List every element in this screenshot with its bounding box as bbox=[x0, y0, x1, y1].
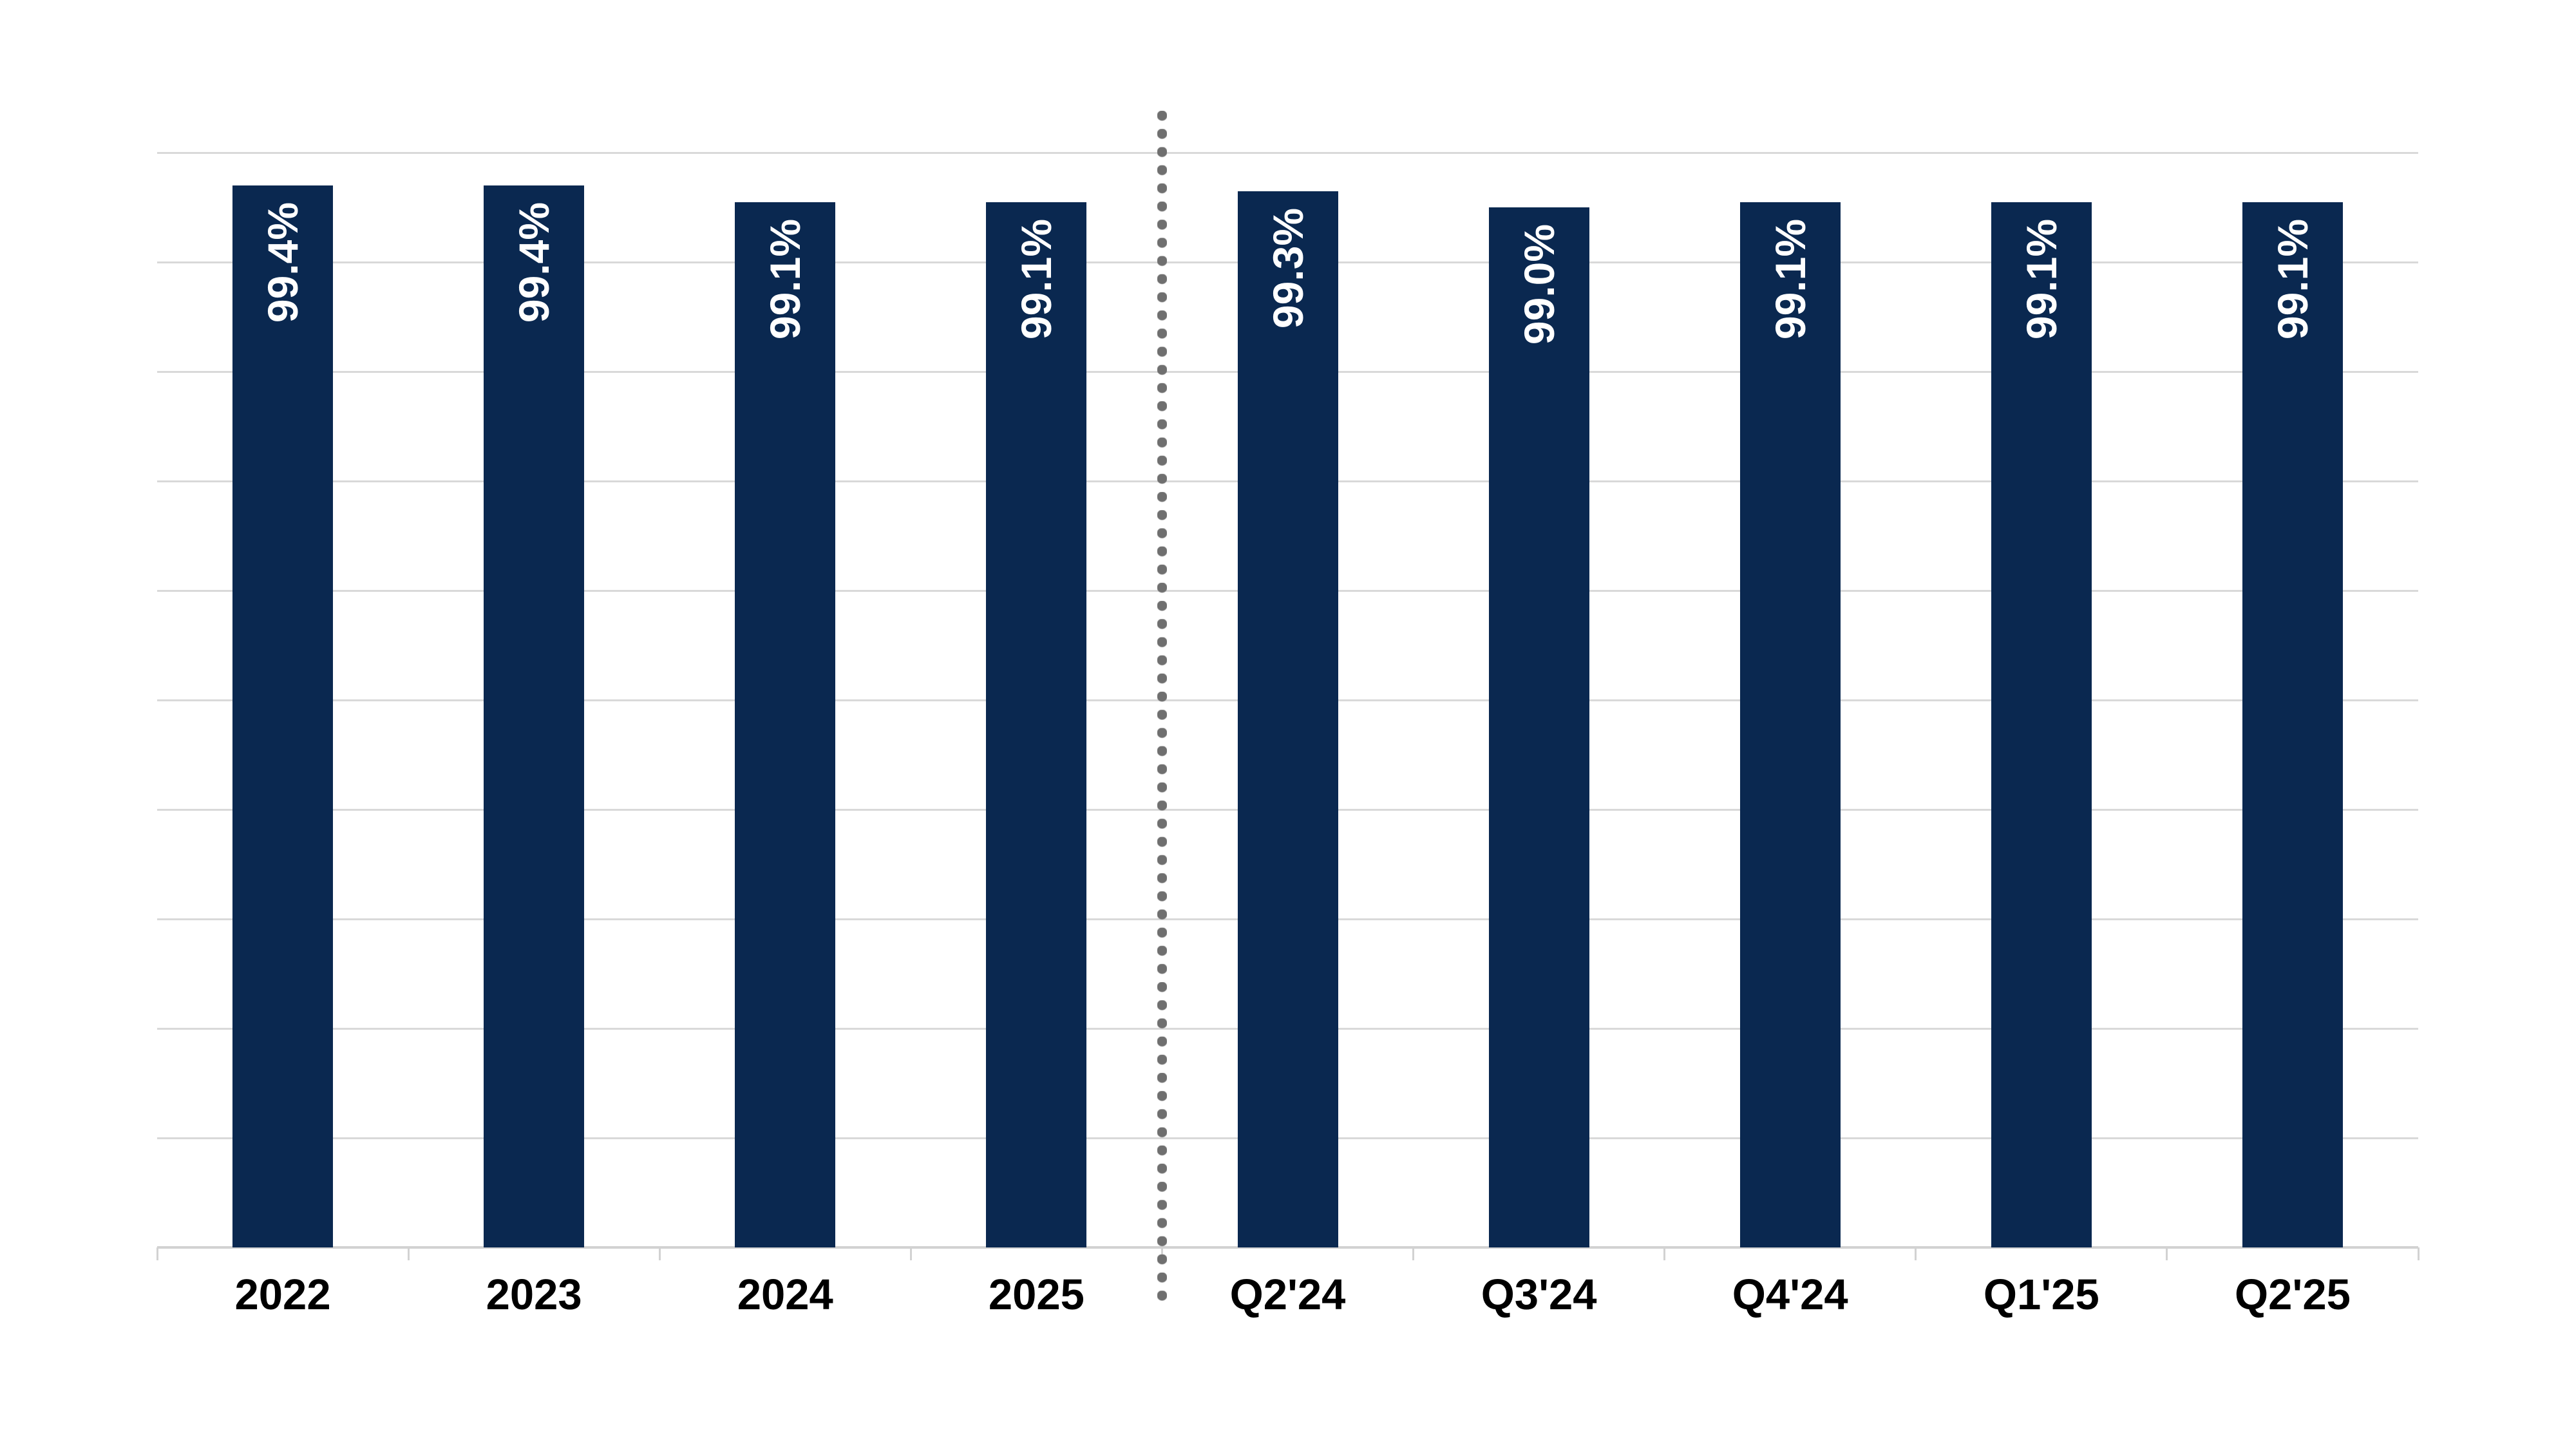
x-axis-tick bbox=[909, 1247, 912, 1260]
x-axis-label: 2023 bbox=[486, 1271, 582, 1319]
bar-value-label: 99.1% bbox=[761, 218, 810, 339]
x-axis-tick bbox=[1412, 1247, 1415, 1260]
bar-value-label: 99.1% bbox=[2017, 218, 2065, 339]
bar-value-label: 99.0% bbox=[1515, 224, 1563, 345]
bar-value-label: 99.1% bbox=[1012, 218, 1061, 339]
bar-2023: 99.4% bbox=[484, 185, 585, 1247]
bar-2025: 99.1% bbox=[986, 202, 1087, 1247]
x-axis-label: Q2'24 bbox=[1229, 1271, 1346, 1319]
bar-Q4'24: 99.1% bbox=[1739, 202, 1841, 1247]
x-axis-label: Q1'25 bbox=[1983, 1271, 2099, 1319]
bar-2022: 99.4% bbox=[232, 185, 334, 1247]
bar-value-label: 99.1% bbox=[2268, 218, 2316, 339]
x-axis-tick bbox=[658, 1247, 661, 1260]
bar-value-label: 99.4% bbox=[510, 202, 558, 323]
x-axis-label: Q3'24 bbox=[1481, 1271, 1597, 1319]
x-axis-line bbox=[157, 1246, 2418, 1249]
x-axis-tick bbox=[2417, 1247, 2420, 1260]
bar-Q2'25: 99.1% bbox=[2242, 202, 2343, 1247]
x-axis-label: 2024 bbox=[737, 1271, 833, 1319]
bar-value-label: 99.3% bbox=[1264, 207, 1312, 328]
x-axis-label: Q2'25 bbox=[2235, 1271, 2351, 1319]
x-axis-label: 2022 bbox=[234, 1271, 331, 1319]
bar-2024: 99.1% bbox=[735, 202, 836, 1247]
plot-area: 99.4% 2022 99.4% 2023 99.1% 2024 99.1% 2025 99.3… bbox=[156, 151, 2420, 1316]
gridline bbox=[157, 151, 2418, 154]
x-axis-label: Q4'24 bbox=[1732, 1271, 1848, 1319]
x-axis-tick bbox=[1915, 1247, 1917, 1260]
bar-Q3'24: 99.0% bbox=[1488, 207, 1589, 1247]
x-axis-tick bbox=[156, 1247, 158, 1260]
x-axis-tick bbox=[1663, 1247, 1666, 1260]
period-separator-dotted-line bbox=[1157, 111, 1167, 1302]
bar-value-label: 99.1% bbox=[1766, 218, 1814, 339]
x-axis-tick bbox=[407, 1247, 410, 1260]
bar-Q2'24: 99.3% bbox=[1237, 191, 1338, 1247]
x-axis-tick bbox=[2166, 1247, 2168, 1260]
x-axis-label: 2025 bbox=[988, 1271, 1084, 1319]
bar-Q1'25: 99.1% bbox=[1991, 202, 2092, 1247]
bar-value-label: 99.4% bbox=[259, 202, 307, 323]
